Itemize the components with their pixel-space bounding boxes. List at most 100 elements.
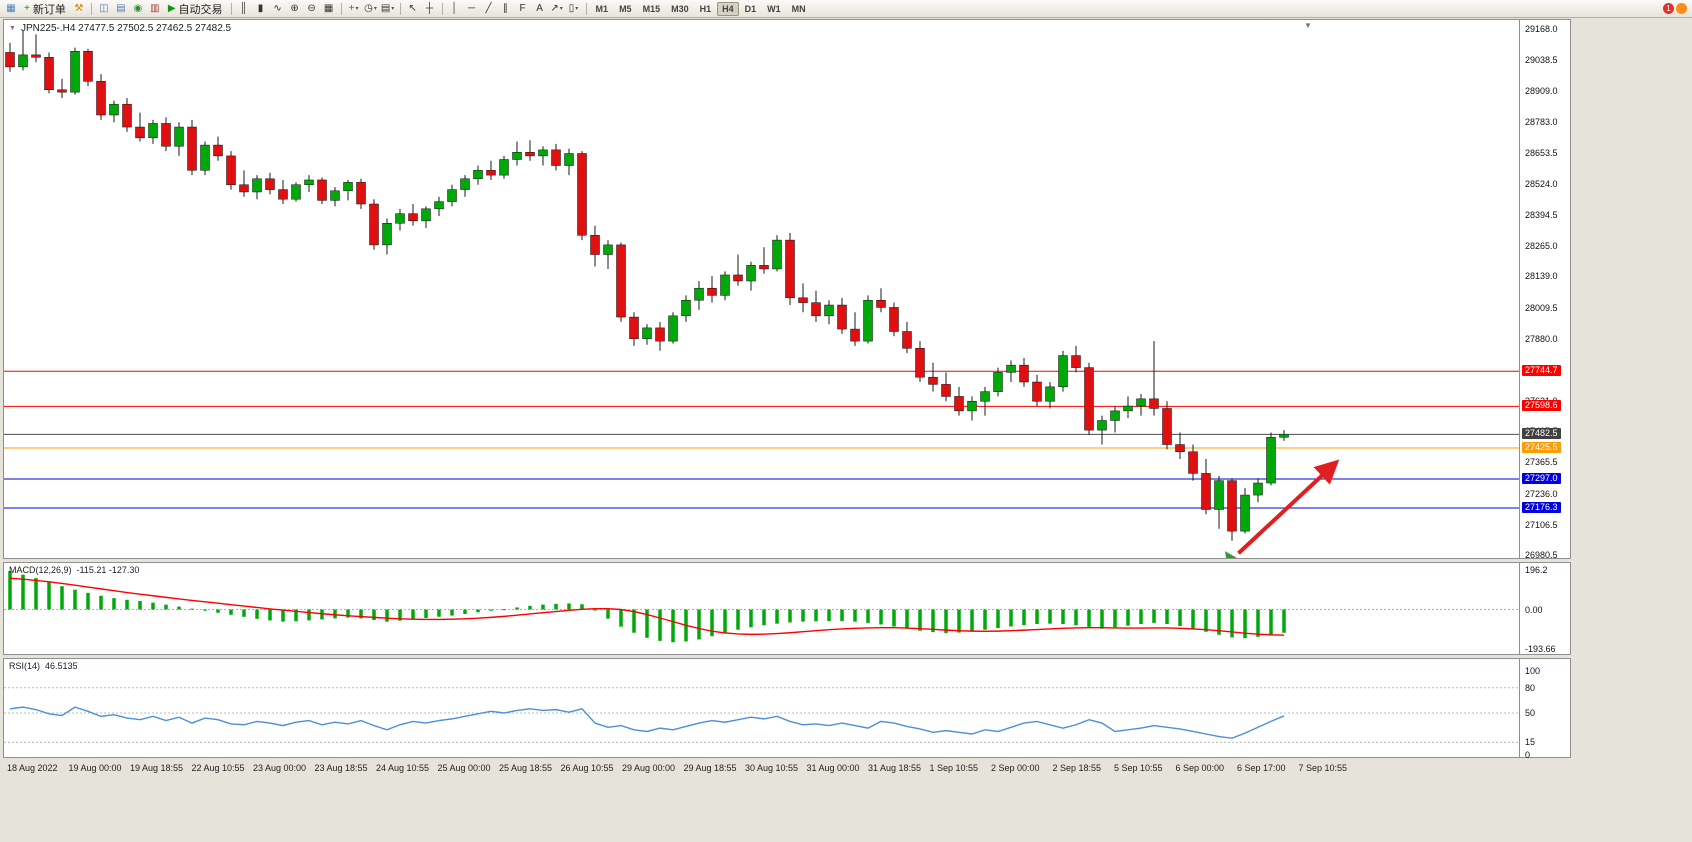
zoom-in-icon[interactable]: ⊕ bbox=[287, 1, 303, 16]
macd-indicator[interactable] bbox=[4, 563, 1520, 654]
navigator-icon[interactable]: ◉ bbox=[130, 1, 146, 16]
candles-group bbox=[5, 30, 1289, 541]
window-menu-icon[interactable]: ▼ bbox=[9, 25, 16, 32]
orange-circle-icon[interactable] bbox=[1676, 3, 1687, 14]
auto-trading-button[interactable]: ▶ 自动交易 bbox=[164, 1, 227, 16]
macd-signal-line bbox=[9, 577, 1285, 636]
rsi-tick: 100 bbox=[1525, 666, 1541, 676]
timeframe-m5-button[interactable]: M5 bbox=[619, 3, 632, 14]
new-order-button[interactable]: + 新订单 bbox=[20, 1, 70, 16]
cursor-icon[interactable]: ↖ bbox=[405, 1, 421, 16]
notification-badge-icon[interactable]: 1 bbox=[1663, 3, 1674, 14]
line-chart-icon-glyph: ∿ bbox=[273, 2, 282, 14]
zoom-out-icon[interactable]: ⊖ bbox=[304, 1, 320, 16]
arrows-tool-icon-caret: ▾ bbox=[559, 5, 563, 12]
data-window-icon[interactable]: ▤ bbox=[113, 1, 129, 16]
new-order-button-label: 新订单 bbox=[32, 3, 66, 16]
candlestick-chart-icon[interactable]: ▮ bbox=[253, 1, 269, 16]
macd-name: MACD(12,26,9) bbox=[9, 565, 72, 575]
level-price-label: 27744.7 bbox=[1522, 365, 1561, 377]
green-triangle-marker[interactable] bbox=[1225, 551, 1239, 558]
macd-panel: MACD(12,26,9) -115.21 -127.30 196.2 0.00 -… bbox=[3, 562, 1571, 655]
horizontal-line-icon[interactable]: ─ bbox=[464, 1, 480, 16]
timeframe-w1-button[interactable]: W1 bbox=[767, 3, 781, 14]
trend-arrow-annotation[interactable] bbox=[1237, 459, 1340, 555]
horizontal-line-icon-glyph: ─ bbox=[468, 2, 476, 14]
time-label: 25 Aug 00:00 bbox=[437, 763, 491, 773]
timeframe-mn-button[interactable]: MN bbox=[791, 3, 806, 14]
macd-plot[interactable]: MACD(12,26,9) -115.21 -127.30 bbox=[4, 563, 1520, 654]
price-tick: 28139.0 bbox=[1525, 271, 1558, 282]
timeframe-h1-button[interactable]: H1 bbox=[699, 3, 712, 14]
market-watch-icon[interactable]: ◫ bbox=[96, 1, 112, 16]
periods-clock-icon-caret: ▾ bbox=[373, 5, 377, 12]
bar-chart-icon[interactable]: ║ bbox=[236, 1, 252, 16]
time-label: 29 Aug 18:55 bbox=[683, 763, 737, 773]
price-tick: 28524.0 bbox=[1525, 178, 1558, 189]
candlestick-chart[interactable] bbox=[4, 20, 1520, 558]
time-label: 29 Aug 00:00 bbox=[622, 763, 676, 773]
rsi-indicator[interactable] bbox=[4, 659, 1520, 757]
periods-clock-icon[interactable]: ◷ ▾ bbox=[363, 1, 379, 16]
rsi-plot[interactable]: RSI(14) 46.5135 bbox=[4, 659, 1520, 757]
timeframe-m15-button[interactable]: M15 bbox=[642, 3, 661, 14]
time-axis[interactable]: 18 Aug 2022 19 Aug 00:00 19 Aug 18:55 22 Au… bbox=[3, 761, 1571, 777]
cursor-icon-glyph: ↖ bbox=[408, 2, 417, 14]
new-chart-icon[interactable]: ▦ bbox=[3, 1, 19, 16]
time-label: 19 Aug 00:00 bbox=[68, 763, 122, 773]
toolbar-separator bbox=[90, 2, 92, 15]
rsi-tick: 0 bbox=[1525, 750, 1531, 760]
trendline-icon-glyph: ╱ bbox=[485, 2, 492, 14]
price-tick: 28009.5 bbox=[1525, 302, 1558, 313]
periods-clock-icon-glyph: ◷ bbox=[364, 2, 373, 14]
arrows-tool-icon[interactable]: ↗ ▾ bbox=[549, 1, 565, 16]
crosshair-icon[interactable]: ┼ bbox=[422, 1, 438, 16]
price-chart-plot[interactable]: ▼ JPN225-.H4 27477.5 27502.5 27462.5 274… bbox=[4, 20, 1520, 558]
timeframe-m30-button[interactable]: M30 bbox=[671, 3, 689, 14]
indicators-icon[interactable]: + ▾ bbox=[346, 1, 362, 16]
macd-axis[interactable]: 196.2 0.00 -193.66 bbox=[1521, 563, 1570, 654]
price-tick: 28394.5 bbox=[1525, 209, 1558, 220]
auto-trading-button-label: 自动交易 bbox=[178, 3, 223, 16]
trendline-icon[interactable]: ╱ bbox=[481, 1, 497, 16]
toolbar-separator bbox=[230, 2, 232, 15]
shapes-tool-icon[interactable]: ▯ ▾ bbox=[566, 1, 582, 16]
vertical-line-icon[interactable]: │ bbox=[447, 1, 463, 16]
text-tool-icon[interactable]: A bbox=[532, 1, 548, 16]
timeframe-d1-button[interactable]: D1 bbox=[744, 3, 757, 14]
new-chart-icon-glyph: ▦ bbox=[6, 2, 16, 14]
symbol-ohlc-title: JPN225-.H4 27477.5 27502.5 27462.5 27482… bbox=[20, 23, 232, 34]
time-label: 23 Aug 00:00 bbox=[253, 763, 307, 773]
indicators-icon-glyph: + bbox=[348, 2, 355, 14]
hammer-tools-icon[interactable]: ⚒ bbox=[71, 1, 87, 16]
toolbar-separator bbox=[340, 2, 342, 15]
arrows-tool-icon-glyph: ↗ bbox=[550, 2, 559, 14]
timeframe-m1-button[interactable]: M1 bbox=[595, 3, 609, 14]
templates-icon[interactable]: ▤ ▾ bbox=[380, 1, 396, 16]
channel-icon[interactable]: ∥ bbox=[498, 1, 514, 16]
price-tick: 27880.0 bbox=[1525, 333, 1558, 344]
price-tick: 28783.0 bbox=[1525, 116, 1558, 127]
level-price-label: 27176.3 bbox=[1522, 501, 1561, 513]
rsi-label: RSI(14) 46.5135 bbox=[9, 661, 78, 671]
terminal-icon[interactable]: ▥ bbox=[147, 1, 163, 16]
chart-shift-marker[interactable]: ▼ bbox=[1304, 21, 1312, 30]
chart-title-bar: ▼ JPN225-.H4 27477.5 27502.5 27462.5 274… bbox=[9, 23, 231, 34]
time-label: 22 Aug 10:55 bbox=[191, 763, 245, 773]
time-label: 6 Sep 17:00 bbox=[1237, 763, 1286, 773]
rsi-axis[interactable]: 100 80 50 15 0 bbox=[1521, 659, 1570, 760]
timeframe-h4-button[interactable]: H4 bbox=[717, 1, 739, 16]
fibonacci-icon[interactable]: F bbox=[515, 1, 531, 16]
price-axis[interactable]: 29168.0 29038.5 28909.0 28783.0 28653.5 28524… bbox=[1521, 20, 1570, 560]
macd-values: -115.21 -127.30 bbox=[76, 565, 140, 575]
fibonacci-icon-glyph: F bbox=[519, 2, 526, 14]
crosshair-icon-glyph: ┼ bbox=[426, 2, 434, 14]
price-chart-panel: ▼ JPN225-.H4 27477.5 27502.5 27462.5 274… bbox=[3, 19, 1571, 560]
macd-tick: -193.66 bbox=[1525, 643, 1556, 654]
tile-windows-icon[interactable]: ▦ bbox=[321, 1, 337, 16]
line-chart-icon[interactable]: ∿ bbox=[270, 1, 286, 16]
shapes-tool-icon-caret: ▾ bbox=[575, 5, 579, 12]
hammer-tools-icon-glyph: ⚒ bbox=[74, 2, 84, 14]
level-price-label: 27598.6 bbox=[1522, 400, 1561, 412]
tile-windows-icon-glyph: ▦ bbox=[323, 2, 334, 14]
